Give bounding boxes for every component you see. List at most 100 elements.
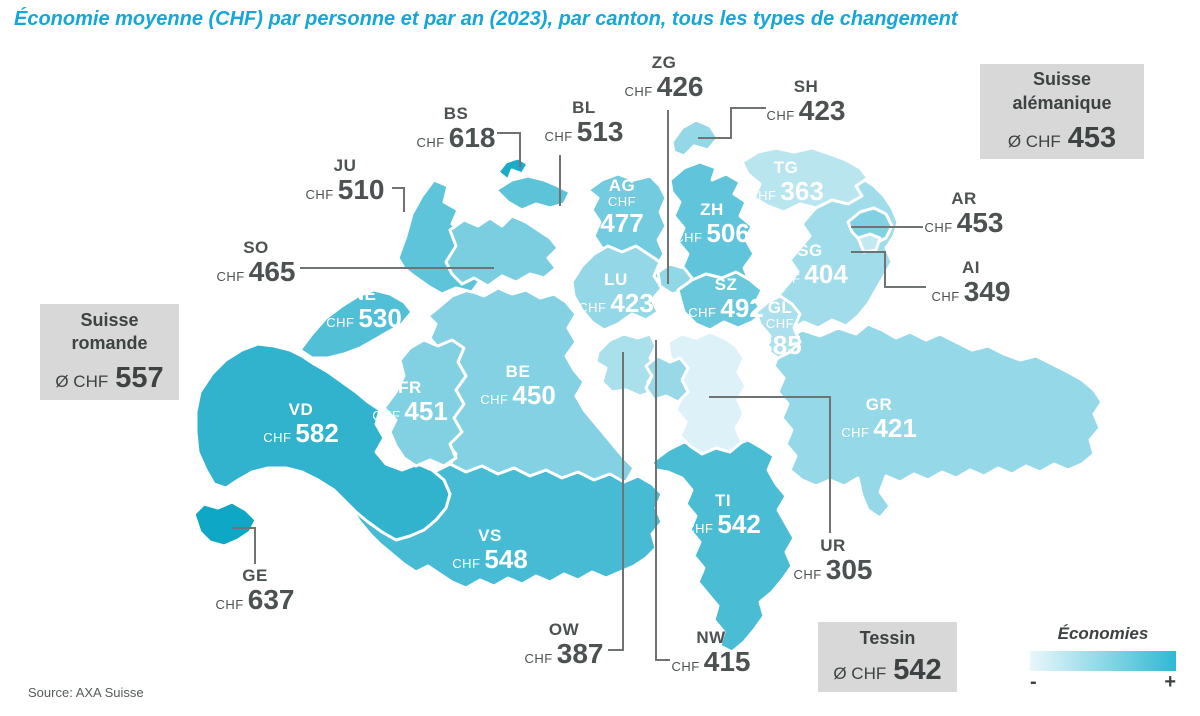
leader-GE (232, 527, 256, 564)
canton-currency: CHF (578, 300, 607, 316)
canton-value: 451 (404, 396, 448, 427)
canton-value: 415 (703, 646, 751, 678)
canton-code: TI (714, 491, 732, 510)
canton-value-row: CHF 305 (794, 555, 873, 585)
canton-SH-shape (670, 118, 720, 158)
canton-value: 530 (358, 303, 402, 334)
canton-label-GE: GE CHF 637 (216, 566, 295, 616)
canton-currency: CHF (216, 269, 245, 285)
canton-label-SZ: SZ CHF 492 (688, 275, 764, 322)
canton-currency: CHF (607, 194, 637, 210)
color-legend: Économies - + (1030, 624, 1176, 692)
canton-value: 492 (720, 293, 764, 324)
canton-value: 385 (758, 330, 802, 361)
canton-value-row: CHF 363 (748, 177, 824, 205)
region-average: Ø CHF 557 (55, 362, 164, 395)
canton-label-AR: AR CHF 453 (925, 189, 1004, 239)
canton-value-row: CHF 530 (326, 304, 402, 332)
canton-value-row: CHF 423 (578, 289, 654, 317)
canton-currency: CHF (305, 187, 334, 203)
canton-BL-shape (494, 174, 572, 212)
legend-max: + (1164, 671, 1176, 693)
canton-value: 423 (610, 288, 654, 319)
canton-value: 387 (556, 638, 604, 670)
region-box-romande: Suisse romande Ø CHF 557 (40, 304, 179, 400)
canton-code: GE (242, 566, 268, 585)
leader-UR (709, 396, 831, 533)
canton-label-BS: BS CHF 618 (416, 104, 496, 154)
canton-currency: CHF (416, 135, 445, 151)
canton-code: NW (696, 628, 726, 647)
canton-value-row: CHF 506 (674, 219, 750, 247)
canton-value-row: CHF 451 (372, 397, 448, 425)
canton-shapes (192, 118, 1104, 654)
canton-label-AG: AG CHF 477 (600, 176, 643, 237)
canton-label-VS: VS CHF 548 (452, 526, 528, 573)
canton-currency: CHF (841, 425, 870, 441)
leader-SH (698, 107, 766, 139)
region-name: Tessin (859, 628, 916, 649)
canton-code: SZ (714, 275, 738, 294)
canton-value-row: CHF 349 (932, 277, 1011, 307)
canton-code: ZG (651, 53, 677, 72)
canton-currency: CHF (372, 408, 401, 424)
canton-TG-shape (740, 146, 870, 214)
canton-value: 506 (706, 218, 750, 249)
canton-label-NW: NW CHF 415 (672, 628, 751, 678)
canton-value-row: CHF 492 (688, 294, 764, 322)
canton-code: AR (951, 189, 977, 208)
leader-OW (608, 352, 624, 651)
canton-TI-shape (650, 438, 796, 654)
leader-JU (392, 187, 405, 212)
canton-code: FR (398, 378, 422, 397)
canton-currency: CHF (766, 108, 795, 124)
canton-value: 450 (512, 380, 556, 411)
canton-value-row: CHF 423 (767, 96, 846, 126)
canton-currency: CHF (765, 316, 795, 332)
canton-code: BE (505, 362, 531, 381)
canton-value-row: CHF 404 (772, 260, 848, 288)
canton-label-SG: SG CHF 404 (772, 241, 848, 288)
canton-code: JU (333, 156, 357, 175)
canton-label-BL: BL CHF 513 (545, 98, 624, 148)
canton-value-row: CHF 548 (452, 545, 528, 573)
canton-code: AI (962, 258, 980, 277)
region-box-tessin: Tessin Ø CHF 542 (818, 622, 957, 692)
canton-value-row: CHF 513 (545, 117, 624, 147)
canton-value: 548 (484, 544, 528, 575)
canton-value-row: CHF 542 (685, 510, 761, 538)
canton-code: TG (773, 158, 799, 177)
canton-label-GL: GL CHF 385 (758, 298, 802, 361)
canton-currency: CHF (674, 230, 703, 246)
canton-value-row: CHF 510 (306, 175, 385, 205)
canton-value: 582 (295, 418, 339, 449)
region-name: Suisse alémanique (1012, 69, 1112, 113)
canton-currency: CHF (263, 430, 292, 446)
leader-lines (232, 107, 926, 661)
canton-value: 542 (717, 509, 761, 540)
canton-code: SG (797, 241, 823, 260)
canton-label-ZH: ZH CHF 506 (674, 200, 750, 247)
canton-currency: CHF (772, 271, 801, 287)
canton-SO-shape (444, 214, 560, 288)
canton-value-row: CHF 637 (216, 585, 295, 615)
canton-label-LU: LU CHF 423 (578, 270, 654, 317)
canton-value: 404 (804, 259, 848, 290)
canton-value: 349 (963, 276, 1011, 308)
canton-code: SH (793, 77, 819, 96)
canton-VD-shape (194, 342, 452, 542)
canton-currency: CHF (793, 567, 822, 583)
canton-currency: CHF (688, 305, 717, 321)
canton-label-BE: BE CHF 450 (480, 362, 556, 411)
canton-label-SH: SH CHF 423 (767, 77, 846, 127)
canton-label-UR: UR CHF 305 (794, 536, 873, 586)
legend-ends: - + (1030, 672, 1176, 692)
leader-AI (851, 251, 926, 288)
canton-label-GR: GR CHF 421 (841, 395, 917, 444)
canton-value: 426 (656, 71, 704, 103)
canton-FR-shape (382, 338, 468, 468)
legend-title: Économies (1057, 624, 1149, 643)
canton-value: 421 (873, 413, 917, 444)
